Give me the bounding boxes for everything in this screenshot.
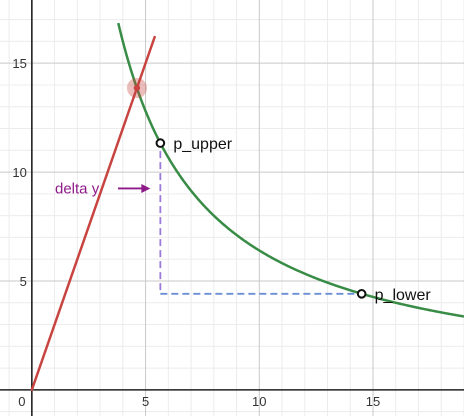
delta-guides [159,151,357,295]
delta-y-arrow-head [141,183,151,193]
delta-annotation: delta y [55,180,151,197]
p-upper-point [155,138,166,148]
point-marks [126,77,367,299]
x-tick-label: 10 [252,394,266,409]
reciprocal-series-curve [117,22,464,318]
y-tick-label: 15 [12,56,26,71]
tick-labels: 0 5 10 15 5 10 15 [12,56,380,409]
x-tick-label: 5 [142,394,149,409]
x-tick-label: 0 [18,394,25,409]
x-tick-label: 15 [366,394,380,409]
point-labels: p_upper p_lower [173,136,431,304]
p-lower-label: p_lower [375,287,432,304]
p-upper-label: p_upper [173,136,232,153]
delta-y-label: delta y [55,180,100,197]
curves [30,22,464,392]
linear-series-line [30,35,156,392]
p-lower-point [356,289,367,299]
intersection-point [133,84,141,92]
y-tick-label: 5 [20,274,27,289]
y-tick-label: 10 [12,165,26,180]
